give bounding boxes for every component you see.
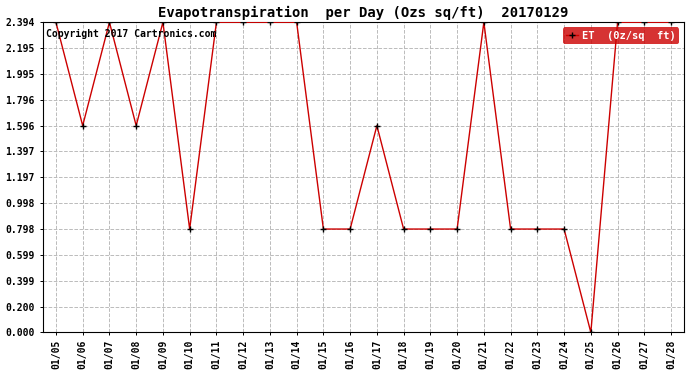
Legend: ET  (0z/sq  ft): ET (0z/sq ft)	[562, 27, 679, 44]
Text: Copyright 2017 Cartronics.com: Copyright 2017 Cartronics.com	[46, 28, 216, 39]
Title: Evapotranspiration  per Day (Ozs sq/ft)  20170129: Evapotranspiration per Day (Ozs sq/ft) 2…	[158, 6, 569, 20]
